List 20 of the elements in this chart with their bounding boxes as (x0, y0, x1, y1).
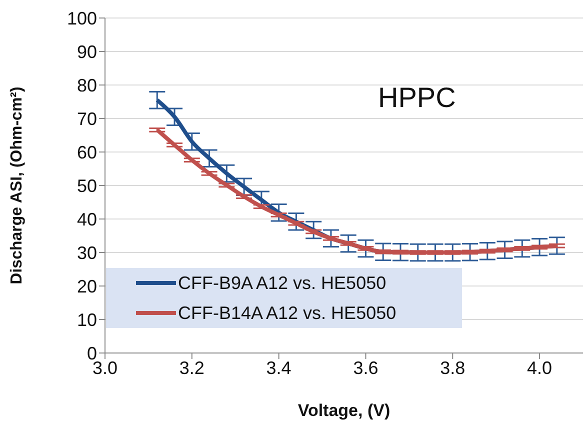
legend-label: CFF-B14A A12 vs. HE5050 (178, 302, 396, 324)
x-tick-label: 3.6 (353, 358, 378, 378)
y-tick-label: 50 (76, 176, 97, 196)
y-tick-label: 80 (76, 75, 97, 96)
annotation: HPPC (378, 82, 456, 114)
x-axis-title: Voltage, (V) (298, 401, 390, 420)
y-tick-label: 30 (76, 242, 97, 263)
y-tick-label: 10 (76, 310, 97, 330)
y-tick-label: 40 (76, 209, 97, 230)
x-tick-label: 4.0 (527, 358, 552, 378)
y-axis-title: Discharge ASI, (Ohm-cm²) (8, 86, 26, 284)
legend-label: CFF-B9A A12 vs. HE5050 (178, 272, 386, 294)
y-tick-label: 100 (66, 8, 97, 28)
x-tick-label: 3.8 (440, 358, 466, 378)
x-tick-label: 3.4 (266, 358, 292, 378)
x-tick-label: 3.2 (179, 358, 204, 378)
y-tick-label: 60 (76, 142, 97, 162)
y-tick-label: 90 (76, 42, 97, 62)
y-tick-label: 70 (76, 108, 97, 129)
y-tick-label: 20 (76, 276, 97, 296)
